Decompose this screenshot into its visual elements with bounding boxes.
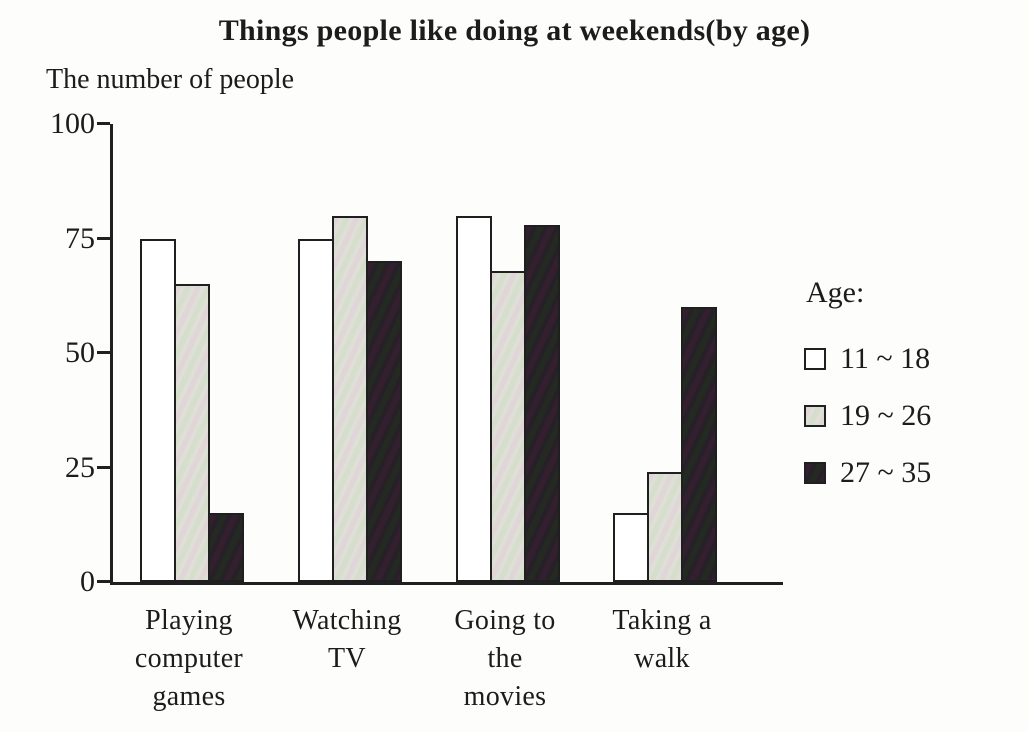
x-category-label-line: Going to (454, 605, 556, 636)
y-tick-label: 0 (80, 565, 95, 598)
y-tick-mark (97, 236, 110, 240)
x-category-label-line: TV (328, 643, 366, 674)
legend-label: 19 ~ 26 (840, 399, 932, 432)
bar-11~18-cat0 (140, 238, 176, 582)
bar-11~18-cat1 (298, 238, 334, 582)
chart-title: Things people like doing at weekends(by … (218, 14, 811, 47)
x-category-label: Watching TV (237, 602, 457, 678)
bar-19~26-cat0 (174, 284, 210, 582)
legend-item: 19 ~ 26 (804, 401, 931, 431)
y-tick-label: 50 (65, 336, 95, 369)
x-category-label: Taking a walk (552, 602, 772, 678)
legend-swatch-icon (804, 348, 826, 370)
x-category-label-line: movies (463, 681, 547, 712)
x-category-label-line: the (487, 643, 523, 674)
bar-27~35-cat2 (524, 224, 560, 582)
y-axis-caption: The number of people (46, 64, 295, 95)
x-category-label: Going to the movies (395, 602, 615, 716)
legend-label: 27 ~ 35 (840, 456, 932, 489)
bar-19~26-cat1 (332, 215, 368, 582)
legend-swatch-icon (804, 462, 826, 484)
legend-swatch-icon (804, 405, 826, 427)
x-category-label-line: Taking a (612, 605, 712, 636)
y-tick-mark (97, 351, 110, 354)
x-category-label-line: Playing (145, 605, 233, 636)
y-tick-mark (97, 122, 110, 125)
bar-27~35-cat0 (208, 513, 244, 582)
legend-item: 11 ~ 18 (804, 344, 930, 374)
legend-item: 27 ~ 35 (804, 458, 931, 488)
x-category-label-line: walk (634, 643, 690, 674)
y-tick-mark (97, 580, 110, 583)
y-tick-label: 75 (65, 221, 95, 255)
bar-11~18-cat2 (456, 215, 492, 582)
bar-11~18-cat3 (613, 513, 649, 582)
bar-27~35-cat3 (681, 307, 717, 582)
x-category-label: Playing computer games (79, 602, 299, 716)
y-tick-label: 25 (65, 450, 95, 484)
plot-area: 0 25 50 75 100 (50, 109, 783, 597)
x-category-label-line: games (152, 681, 226, 712)
y-tick-mark (97, 465, 110, 469)
x-category-label-line: computer (134, 643, 244, 674)
legend-label: 11 ~ 18 (840, 342, 931, 375)
bar-19~26-cat3 (647, 472, 683, 582)
y-tick-label: 100 (50, 107, 95, 140)
bar-19~26-cat2 (490, 270, 526, 582)
x-category-label-line: Watching (292, 605, 402, 636)
legend-title: Age: (806, 276, 865, 309)
bar-27~35-cat1 (366, 261, 402, 582)
